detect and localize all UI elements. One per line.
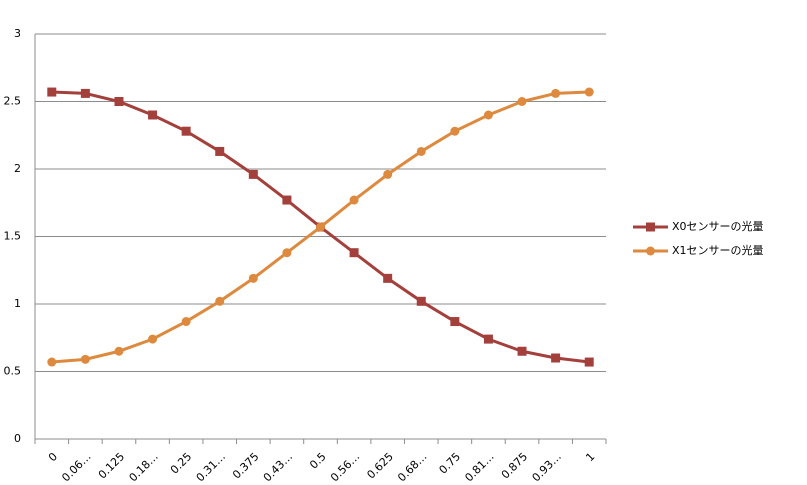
marker [517,97,527,106]
marker [383,273,393,283]
marker [316,222,325,232]
marker [450,317,460,327]
marker [80,88,90,98]
marker [383,169,393,179]
x-tick-label: 0.18… [127,450,161,484]
marker [646,222,655,232]
marker [114,97,124,106]
x-tick-label: 0.75 [437,450,464,477]
x-tick-label: 0.93… [530,450,564,484]
marker [551,353,561,363]
marker [416,296,426,306]
y-tick-label: 2 [14,162,21,175]
marker [80,354,90,364]
y-tick-label: 1.5 [4,230,22,243]
marker [248,273,258,283]
y-tick-label: 2.5 [4,95,22,108]
x-tick-label: 0.68… [395,450,429,484]
marker [517,346,527,356]
marker [215,296,225,306]
marker [181,317,191,327]
x-tick-label: 0.375 [230,450,261,481]
x-tick-label: 0.06… [59,450,93,484]
marker [551,88,561,98]
x-tick-label: 0.625 [364,450,395,481]
marker [181,126,191,136]
marker [483,334,493,344]
marker [483,110,493,120]
marker [584,87,594,97]
x-tick-label: 0.56… [328,450,362,484]
marker [282,248,292,258]
x-tick-label: 0.81… [462,450,496,484]
legend-label: X0センサーの光量 [672,219,764,233]
x-tick-label: 0.875 [499,450,530,481]
y-tick-label: 1 [14,297,21,310]
legend-label: X1センサーの光量 [672,243,764,257]
marker [450,126,460,136]
marker [47,357,57,367]
y-tick-label: 0 [14,432,21,445]
x-tick-label: 1 [583,450,597,464]
x-tick-label: 0.43… [261,450,295,484]
marker [248,169,258,179]
marker [114,346,124,356]
marker [148,110,158,120]
x-tick-label: 0 [46,450,60,464]
marker [646,246,655,256]
marker [349,248,359,258]
x-tick-label: 0.125 [96,450,127,481]
marker [416,146,426,156]
marker [47,87,57,97]
y-tick-label: 3 [14,27,21,40]
marker [148,334,158,344]
x-tick-label: 0.31… [194,450,228,484]
marker [349,195,359,205]
x-tick-label: 0.5 [307,450,329,472]
marker [215,146,225,156]
y-tick-label: 0.5 [4,365,22,378]
x-tick-label: 0.25 [168,450,195,477]
marker [584,357,594,367]
marker [282,195,292,205]
